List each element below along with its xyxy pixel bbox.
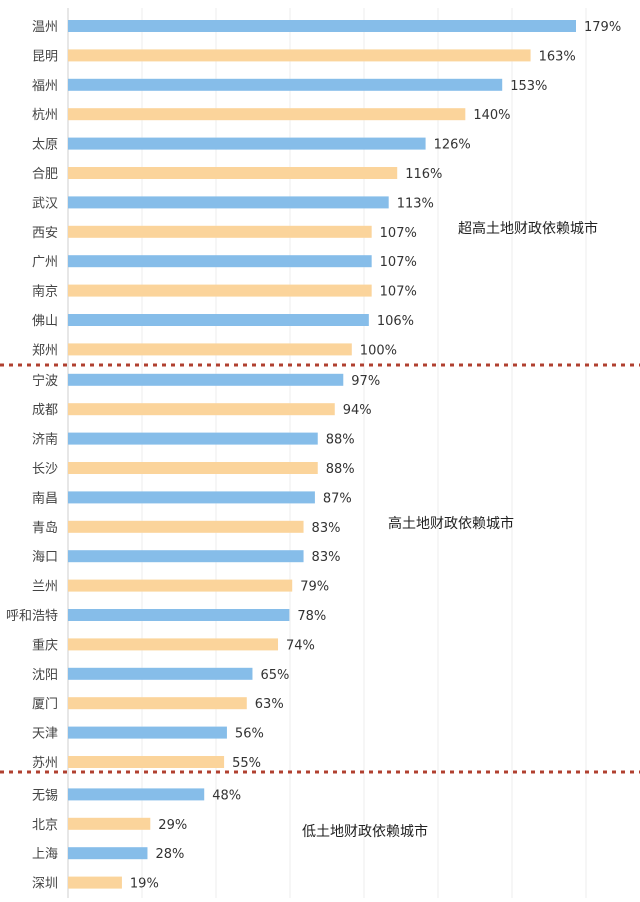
category-label: 苏州 bbox=[32, 755, 58, 771]
bar-长沙 bbox=[68, 462, 318, 474]
value-label: 153% bbox=[510, 79, 547, 94]
value-label: 88% bbox=[326, 433, 355, 448]
bar-宁波 bbox=[68, 373, 344, 386]
group-label: 低土地财政依赖城市 bbox=[302, 823, 428, 840]
bar-青岛 bbox=[68, 520, 304, 533]
value-label: 107% bbox=[380, 285, 417, 300]
category-label: 济南 bbox=[32, 432, 58, 448]
bar-南京 bbox=[68, 284, 372, 297]
value-label: 88% bbox=[326, 462, 355, 477]
bar-佛山 bbox=[68, 314, 369, 326]
bar-温州 bbox=[68, 20, 576, 32]
bar-沈阳 bbox=[68, 667, 253, 680]
bar-昆明 bbox=[68, 49, 531, 62]
bar-无锡 bbox=[68, 788, 205, 801]
bar-太原 bbox=[68, 137, 426, 150]
value-label: 83% bbox=[312, 521, 341, 536]
category-label: 无锡 bbox=[32, 788, 58, 803]
category-label: 深圳 bbox=[32, 877, 58, 892]
category-label: 合肥 bbox=[32, 167, 58, 182]
value-label: 79% bbox=[300, 580, 329, 595]
value-label: 97% bbox=[351, 374, 380, 389]
bar-广州 bbox=[68, 255, 372, 268]
category-label: 温州 bbox=[32, 20, 58, 35]
value-label: 19% bbox=[130, 877, 159, 892]
category-label: 太原 bbox=[32, 138, 58, 153]
value-label: 55% bbox=[232, 756, 261, 771]
bar-杭州 bbox=[68, 108, 466, 121]
value-label: 106% bbox=[377, 314, 414, 329]
bar-呼和浩特 bbox=[68, 609, 290, 621]
value-label: 78% bbox=[297, 609, 326, 624]
value-label: 56% bbox=[235, 727, 264, 742]
bar-合肥 bbox=[68, 167, 398, 179]
bar-天津 bbox=[68, 726, 227, 739]
category-label: 青岛 bbox=[32, 520, 58, 536]
value-label: 107% bbox=[380, 226, 417, 241]
category-label: 武汉 bbox=[32, 196, 58, 211]
value-label: 28% bbox=[155, 847, 184, 862]
bar-重庆 bbox=[68, 638, 279, 651]
category-label: 海口 bbox=[32, 550, 58, 565]
category-label: 杭州 bbox=[32, 108, 58, 123]
value-label: 74% bbox=[286, 638, 315, 653]
value-label: 48% bbox=[212, 788, 241, 803]
category-label: 沈阳 bbox=[32, 668, 58, 683]
bar-武汉 bbox=[68, 196, 389, 209]
value-label: 100% bbox=[360, 343, 397, 358]
value-label: 107% bbox=[380, 255, 417, 270]
value-label: 163% bbox=[539, 49, 576, 64]
category-label: 重庆 bbox=[32, 637, 58, 653]
bar-深圳 bbox=[68, 876, 122, 889]
value-label: 65% bbox=[260, 668, 289, 683]
bar-兰州 bbox=[68, 579, 293, 592]
bar-西安 bbox=[68, 225, 372, 238]
category-label: 长沙 bbox=[32, 462, 58, 477]
value-label: 63% bbox=[255, 697, 284, 712]
category-label: 西安 bbox=[32, 226, 58, 241]
category-label: 昆明 bbox=[32, 49, 58, 64]
bar-厦门 bbox=[68, 697, 247, 710]
bar-成都 bbox=[68, 403, 335, 416]
value-label: 126% bbox=[434, 138, 471, 153]
bar-上海 bbox=[68, 847, 148, 860]
bar-济南 bbox=[68, 432, 318, 445]
category-label: 上海 bbox=[32, 847, 58, 862]
category-label: 兰州 bbox=[32, 580, 58, 595]
value-label: 113% bbox=[397, 196, 434, 211]
group-label: 超高土地财政依赖城市 bbox=[458, 220, 598, 237]
category-label: 宁波 bbox=[32, 373, 58, 389]
value-label: 87% bbox=[323, 491, 352, 506]
bar-郑州 bbox=[68, 343, 352, 356]
value-label: 140% bbox=[473, 108, 510, 123]
bar-海口 bbox=[68, 550, 304, 563]
value-label: 29% bbox=[158, 818, 187, 833]
value-label: 179% bbox=[584, 20, 621, 35]
category-label: 南京 bbox=[32, 284, 58, 300]
bar-苏州 bbox=[68, 756, 225, 768]
bar-南昌 bbox=[68, 491, 315, 504]
category-label: 呼和浩特 bbox=[6, 609, 58, 624]
category-label: 广州 bbox=[32, 255, 58, 270]
category-label: 天津 bbox=[32, 727, 58, 742]
value-label: 94% bbox=[343, 403, 372, 418]
category-label: 成都 bbox=[32, 403, 58, 418]
value-label: 83% bbox=[312, 550, 341, 565]
category-label: 厦门 bbox=[32, 697, 58, 712]
category-label: 福州 bbox=[32, 79, 58, 94]
bar-福州 bbox=[68, 78, 503, 91]
category-label: 佛山 bbox=[32, 314, 58, 329]
category-label: 北京 bbox=[32, 818, 58, 833]
value-label: 116% bbox=[405, 167, 442, 182]
bar-北京 bbox=[68, 817, 151, 830]
category-label: 南昌 bbox=[32, 490, 58, 506]
group-label: 高土地财政依赖城市 bbox=[388, 515, 514, 532]
category-label: 郑州 bbox=[32, 343, 58, 358]
